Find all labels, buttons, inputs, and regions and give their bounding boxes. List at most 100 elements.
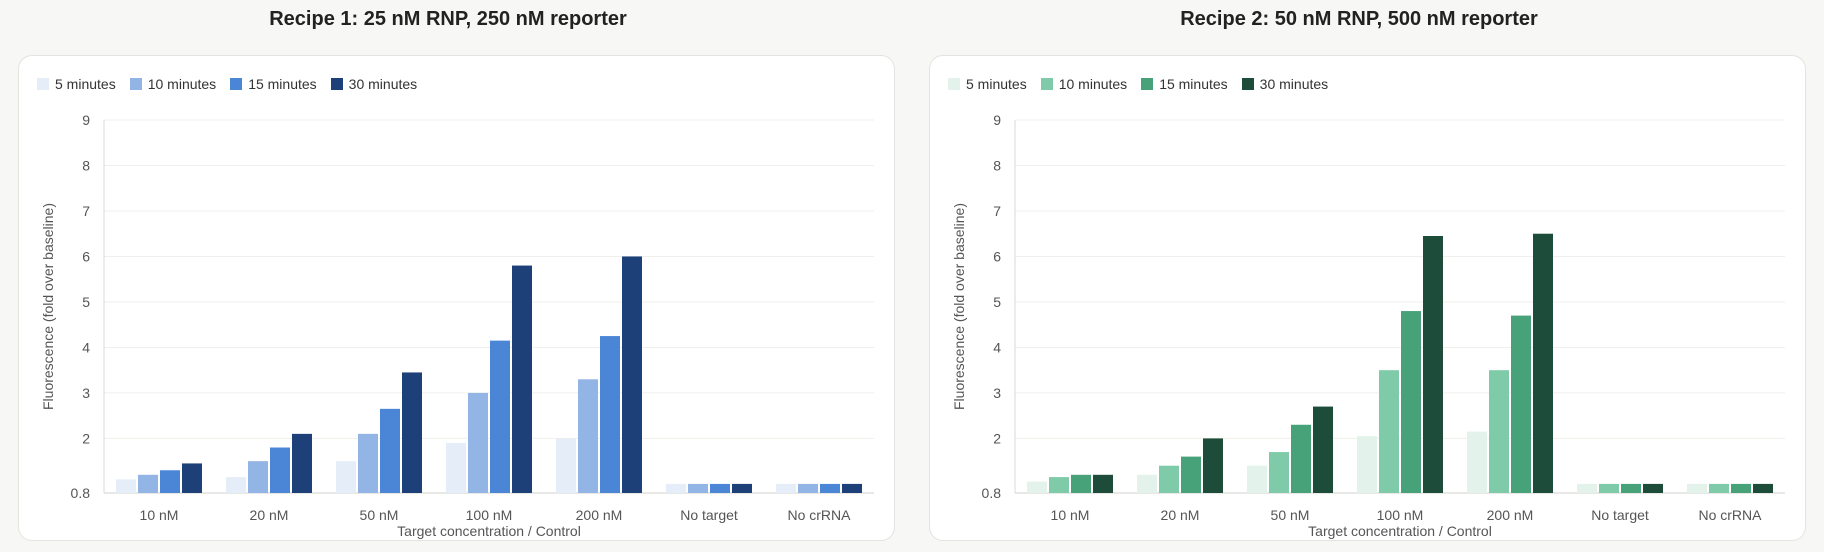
- x-tick-label: 10 nM: [1051, 507, 1090, 523]
- bar[interactable]: [710, 483, 730, 493]
- bar[interactable]: [820, 483, 840, 493]
- bar[interactable]: [1313, 406, 1333, 493]
- legend-swatch: [330, 78, 343, 90]
- x-tick-label: No target: [1591, 507, 1649, 523]
- bar[interactable]: [1621, 483, 1641, 493]
- bar[interactable]: [1643, 483, 1663, 493]
- legend-label: 30 minutes: [348, 76, 418, 92]
- bar[interactable]: [798, 483, 818, 493]
- bar[interactable]: [292, 433, 312, 493]
- legend-item[interactable]: 30 minutes: [1241, 76, 1328, 92]
- bar[interactable]: [1533, 233, 1553, 493]
- bar[interactable]: [556, 438, 576, 493]
- bar[interactable]: [1423, 235, 1443, 493]
- y-tick-label: 0.8: [982, 485, 1002, 501]
- bar[interactable]: [1071, 474, 1091, 493]
- bar[interactable]: [1159, 465, 1179, 493]
- bar[interactable]: [732, 483, 752, 493]
- bar[interactable]: [1181, 456, 1201, 493]
- bar[interactable]: [1203, 438, 1223, 493]
- y-tick-label: 7: [82, 203, 90, 219]
- bar[interactable]: [138, 474, 158, 493]
- legend-swatch: [1141, 78, 1154, 90]
- y-tick-label: 8: [82, 157, 90, 173]
- bar[interactable]: [402, 372, 422, 493]
- y-axis-label: Fluorescence (fold over baseline): [40, 203, 56, 410]
- y-tick-label: 8: [993, 157, 1001, 173]
- bar[interactable]: [600, 336, 620, 493]
- bar[interactable]: [468, 392, 488, 493]
- y-tick-label: 6: [993, 248, 1001, 264]
- x-axis-label: Target concentration / Control: [1308, 523, 1492, 539]
- bar[interactable]: [842, 483, 862, 493]
- x-tick-label: 100 nM: [466, 507, 513, 523]
- bar[interactable]: [1489, 370, 1509, 493]
- x-tick-label: 50 nM: [1271, 507, 1310, 523]
- legend-swatch: [37, 78, 49, 90]
- bar[interactable]: [776, 483, 796, 493]
- bar[interactable]: [1379, 370, 1399, 493]
- bar[interactable]: [226, 477, 246, 493]
- bar[interactable]: [1247, 465, 1267, 493]
- legend-item[interactable]: 15 minutes: [1141, 76, 1228, 92]
- bar[interactable]: [688, 483, 708, 493]
- bar[interactable]: [160, 470, 180, 493]
- bar[interactable]: [1093, 474, 1113, 493]
- y-tick-label: 5: [993, 294, 1001, 310]
- bar[interactable]: [1599, 483, 1619, 493]
- bar[interactable]: [1753, 483, 1773, 493]
- bar[interactable]: [1731, 483, 1751, 493]
- x-tick-label: 20 nM: [1161, 507, 1200, 523]
- bar[interactable]: [1467, 431, 1487, 493]
- bar[interactable]: [622, 256, 642, 493]
- legend-label: 10 minutes: [147, 76, 217, 92]
- y-tick-label: 3: [993, 385, 1001, 401]
- legend-label: 10 minutes: [1058, 76, 1128, 92]
- bar[interactable]: [1137, 474, 1157, 493]
- panel-title: Recipe 2: 50 nM RNP, 500 nM reporter: [1180, 8, 1538, 30]
- bar[interactable]: [1027, 481, 1047, 493]
- bar[interactable]: [446, 442, 466, 493]
- y-tick-label: 2: [993, 430, 1001, 446]
- legend-item[interactable]: 5 minutes: [37, 76, 116, 92]
- legend-item[interactable]: 10 minutes: [129, 76, 217, 92]
- y-tick-label: 3: [82, 385, 90, 401]
- legend-item[interactable]: 15 minutes: [230, 76, 317, 92]
- legend-item[interactable]: 30 minutes: [330, 76, 418, 92]
- bar[interactable]: [512, 265, 532, 493]
- legend: 5 minutes 10 minutes 15 minutes 30 minutes: [948, 76, 1328, 92]
- bar[interactable]: [490, 340, 510, 493]
- x-tick-label: 20 nM: [250, 507, 289, 523]
- x-tick-label: 10 nM: [140, 507, 179, 523]
- bar[interactable]: [578, 379, 598, 493]
- legend-label: 15 minutes: [1159, 76, 1228, 92]
- y-tick-label: 9: [82, 112, 90, 128]
- x-tick-label: 50 nM: [360, 507, 399, 523]
- x-tick-label: 200 nM: [576, 507, 623, 523]
- bar[interactable]: [1577, 483, 1597, 493]
- y-tick-label: 6: [82, 248, 90, 264]
- x-axis-label: Target concentration / Control: [397, 523, 581, 539]
- bar[interactable]: [380, 408, 400, 493]
- bar[interactable]: [248, 461, 268, 493]
- bar[interactable]: [336, 461, 356, 493]
- y-tick-label: 0.8: [71, 485, 91, 501]
- bar[interactable]: [1357, 436, 1377, 493]
- legend-item[interactable]: 10 minutes: [1040, 76, 1128, 92]
- bar[interactable]: [1049, 477, 1069, 493]
- panel-recipe-1: Recipe 1: 25 nM RNP, 250 nM reporter 5 m…: [0, 0, 896, 552]
- bar[interactable]: [1401, 311, 1421, 493]
- bar[interactable]: [182, 463, 202, 493]
- bar[interactable]: [358, 433, 378, 493]
- bar[interactable]: [666, 483, 686, 493]
- bar[interactable]: [1709, 483, 1729, 493]
- bar[interactable]: [1687, 483, 1707, 493]
- bar[interactable]: [270, 447, 290, 493]
- bar[interactable]: [1291, 424, 1311, 493]
- legend-item[interactable]: 5 minutes: [948, 76, 1027, 92]
- bar[interactable]: [116, 479, 136, 493]
- bar[interactable]: [1511, 315, 1531, 493]
- x-tick-label: No crRNA: [1698, 507, 1762, 523]
- bar[interactable]: [1269, 452, 1289, 493]
